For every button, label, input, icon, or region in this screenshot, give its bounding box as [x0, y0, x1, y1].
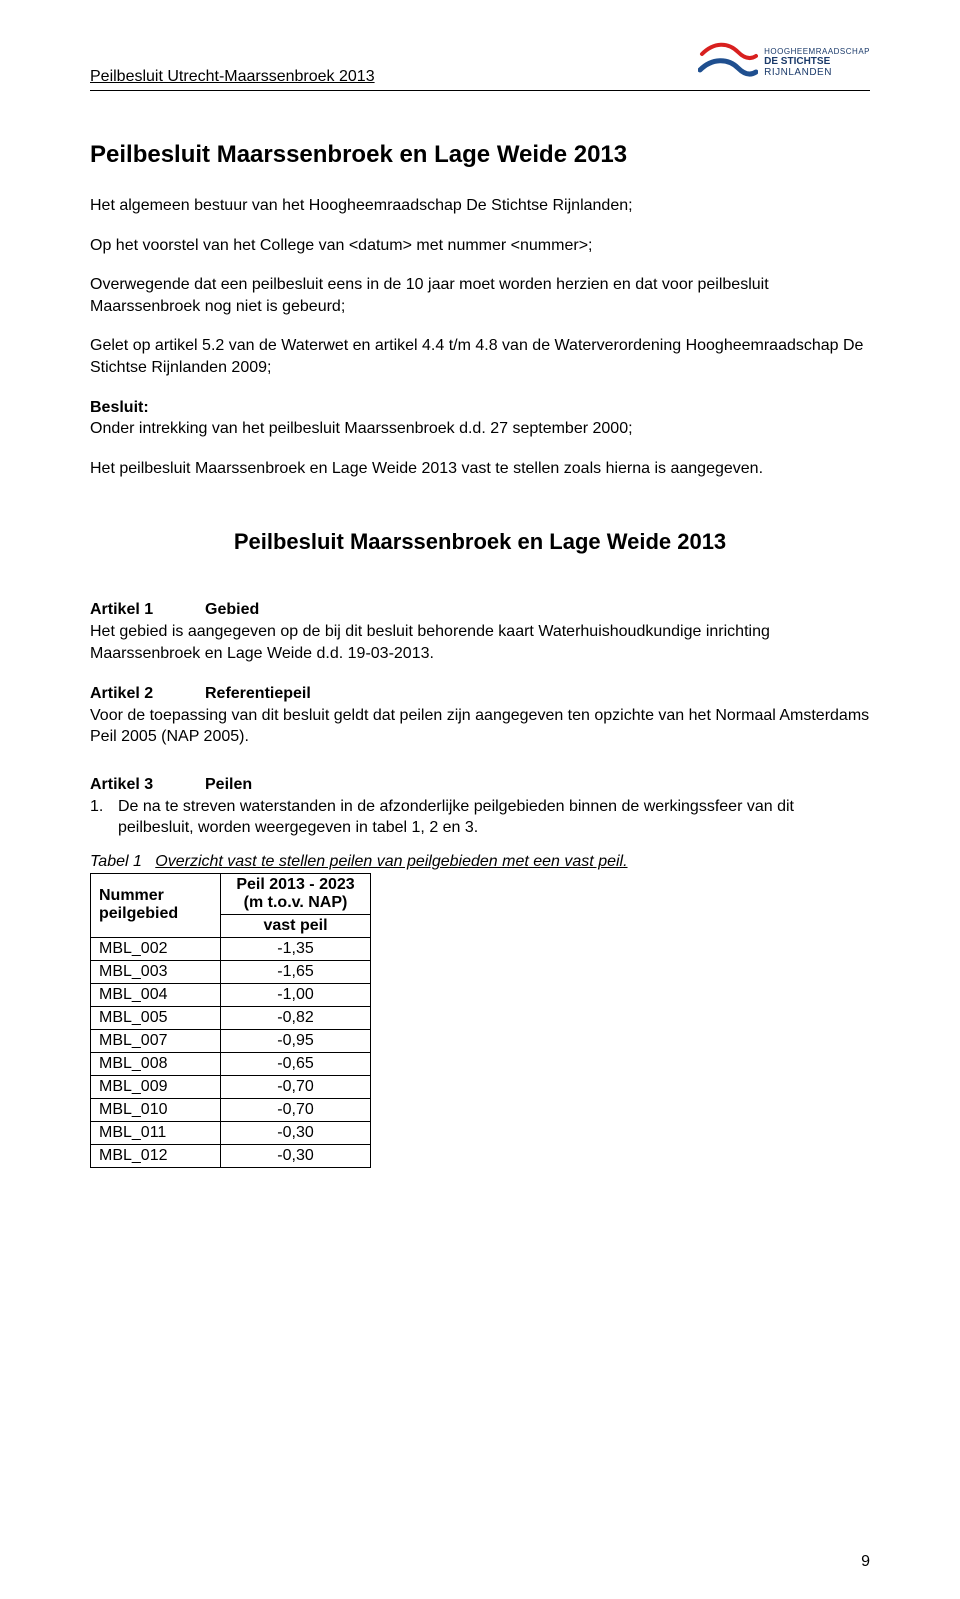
cell-code: MBL_007 — [91, 1029, 221, 1052]
cell-val: -0,30 — [221, 1144, 371, 1167]
table-caption: Tabel 1 Overzicht vast te stellen peilen… — [90, 853, 870, 871]
org-logo: HOOGHEEMRAADSCHAP DE STICHTSE RIJNLANDEN — [698, 40, 870, 86]
besluit-p: Het peilbesluit Maarssenbroek en Lage We… — [90, 458, 870, 480]
table-row: MBL_004-1,00 — [91, 983, 371, 1006]
cell-code: MBL_003 — [91, 960, 221, 983]
artikel-3-item-1: 1. De na te streven waterstanden in de a… — [90, 796, 870, 839]
page-title: Peilbesluit Maarssenbroek en Lage Weide … — [90, 141, 870, 169]
table-row: MBL_005-0,82 — [91, 1006, 371, 1029]
artikel-3-header: Artikel 3 Peilen — [90, 776, 870, 794]
cell-code: MBL_008 — [91, 1052, 221, 1075]
artikel-3-name: Peilen — [205, 776, 252, 794]
besluit-line: Onder intrekking van het peilbesluit Maa… — [90, 418, 870, 440]
table-row: MBL_009-0,70 — [91, 1075, 371, 1098]
list-number: 1. — [90, 796, 118, 839]
logo-line1: HOOGHEEMRAADSCHAP — [764, 48, 870, 57]
section-title: Peilbesluit Maarssenbroek en Lage Weide … — [90, 529, 870, 555]
table-row: MBL_011-0,30 — [91, 1121, 371, 1144]
table-row: MBL_010-0,70 — [91, 1098, 371, 1121]
intro-p3: Overwegende dat een peilbesluit eens in … — [90, 274, 870, 317]
cell-code: MBL_002 — [91, 937, 221, 960]
cell-code: MBL_011 — [91, 1121, 221, 1144]
intro-p2: Op het voorstel van het College van <dat… — [90, 235, 870, 257]
artikel-1-num: Artikel 1 — [90, 601, 205, 619]
artikel-1-name: Gebied — [205, 601, 259, 619]
table-caption-text: Overzicht vast te stellen peilen van pei… — [155, 853, 627, 870]
table-row: MBL_007-0,95 — [91, 1029, 371, 1052]
table-caption-label: Tabel 1 — [90, 853, 142, 870]
cell-val: -1,00 — [221, 983, 371, 1006]
artikel-3-list: 1. De na te streven waterstanden in de a… — [90, 796, 870, 839]
page-header: Peilbesluit Utrecht-Maarssenbroek 2013 H… — [90, 40, 870, 91]
table-row: MBL_003-1,65 — [91, 960, 371, 983]
artikel-1-header: Artikel 1 Gebied — [90, 601, 870, 619]
page-number: 9 — [861, 1553, 870, 1571]
cell-code: MBL_005 — [91, 1006, 221, 1029]
cell-val: -0,70 — [221, 1098, 371, 1121]
cell-val: -1,65 — [221, 960, 371, 983]
header-doc-title: Peilbesluit Utrecht-Maarssenbroek 2013 — [90, 68, 375, 86]
artikel-3-num: Artikel 3 — [90, 776, 205, 794]
cell-code: MBL_009 — [91, 1075, 221, 1098]
page: Peilbesluit Utrecht-Maarssenbroek 2013 H… — [0, 0, 960, 1599]
peil-table: Nummer peilgebied Peil 2013 - 2023 (m t.… — [90, 873, 371, 1168]
table-row: MBL_012-0,30 — [91, 1144, 371, 1167]
th-nummer: Nummer peilgebied — [91, 873, 221, 937]
cell-code: MBL_004 — [91, 983, 221, 1006]
peil-table-body: MBL_002-1,35MBL_003-1,65MBL_004-1,00MBL_… — [91, 937, 371, 1167]
cell-val: -1,35 — [221, 937, 371, 960]
artikel-2-num: Artikel 2 — [90, 685, 205, 703]
cell-val: -0,82 — [221, 1006, 371, 1029]
artikel-3-item-1-text: De na te streven waterstanden in de afzo… — [118, 796, 870, 839]
cell-code: MBL_012 — [91, 1144, 221, 1167]
artikel-2-name: Referentiepeil — [205, 685, 311, 703]
intro-p4: Gelet op artikel 5.2 van de Waterwet en … — [90, 335, 870, 378]
cell-val: -0,70 — [221, 1075, 371, 1098]
intro-p1: Het algemeen bestuur van het Hoogheemraa… — [90, 195, 870, 217]
artikel-2-body: Voor de toepassing van dit besluit geldt… — [90, 705, 870, 748]
th-peil-top: Peil 2013 - 2023 (m t.o.v. NAP) — [221, 873, 371, 914]
besluit-label: Besluit: — [90, 397, 870, 419]
wave-logo-icon — [698, 40, 758, 86]
cell-val: -0,30 — [221, 1121, 371, 1144]
logo-line3: RIJNLANDEN — [764, 67, 870, 78]
cell-val: -0,95 — [221, 1029, 371, 1052]
th-peil-sub: vast peil — [221, 914, 371, 937]
org-logo-text: HOOGHEEMRAADSCHAP DE STICHTSE RIJNLANDEN — [764, 48, 870, 79]
artikel-2-header: Artikel 2 Referentiepeil — [90, 685, 870, 703]
logo-line2: DE STICHTSE — [764, 56, 870, 67]
table-row: MBL_008-0,65 — [91, 1052, 371, 1075]
table-row: MBL_002-1,35 — [91, 937, 371, 960]
artikel-1-body: Het gebied is aangegeven op de bij dit b… — [90, 621, 870, 664]
cell-val: -0,65 — [221, 1052, 371, 1075]
cell-code: MBL_010 — [91, 1098, 221, 1121]
